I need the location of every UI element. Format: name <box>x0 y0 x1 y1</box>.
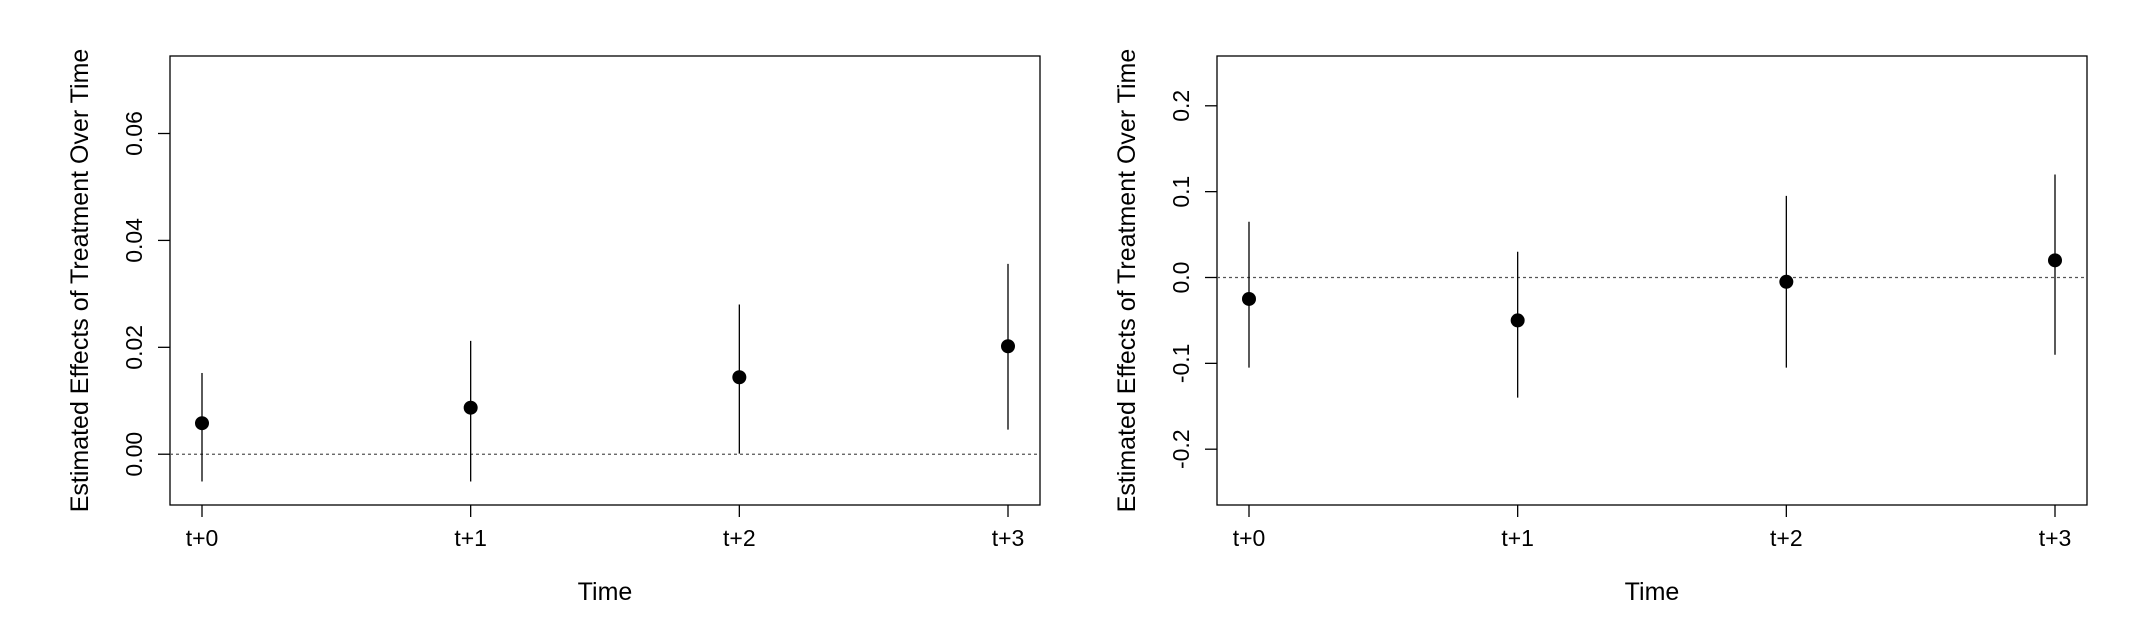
estimate-point <box>1779 274 1794 289</box>
x-axis-label: Time <box>578 578 633 606</box>
x-tick-label: t+2 <box>1770 525 1803 551</box>
y-tick-label: 0.02 <box>121 325 147 370</box>
y-tick-label: 0.2 <box>1168 90 1194 122</box>
estimate-point <box>2048 253 2062 268</box>
plot-frame <box>169 55 1041 506</box>
estimate-point <box>732 370 747 385</box>
y-tick-label: -0.1 <box>1168 344 1194 384</box>
estimate-point <box>195 416 209 431</box>
y-tick-label: 0.00 <box>121 432 147 477</box>
estimate-point <box>1242 291 1256 306</box>
x-tick-label: t+1 <box>454 525 487 551</box>
x-tick-label: t+3 <box>2039 525 2072 551</box>
y-axis-label: Estimated Effects of Treatment Over Time <box>66 49 94 513</box>
y-tick-label: 0.06 <box>121 111 147 156</box>
estimate-point <box>463 400 478 415</box>
x-tick-label: t+2 <box>723 525 756 551</box>
x-tick-label: t+3 <box>992 525 1025 551</box>
left-panel: 0.00 0.02 0.04 0.06 t+0 t+1 t+2 t+3 Time Estimate… <box>66 49 1041 606</box>
y-tick-label: -0.2 <box>1168 429 1194 469</box>
y-tick-label: 0.04 <box>121 218 147 263</box>
right-panel: -0.2 -0.1 0.0 0.1 0.2 t+0 t+1 t+2 t+3 Time Estimat… <box>1113 49 2088 606</box>
x-tick-label: t+0 <box>186 525 219 551</box>
x-tick-label: t+1 <box>1501 525 1534 551</box>
y-axis-label: Estimated Effects of Treatment Over Time <box>1113 49 1141 513</box>
y-tick-label: 0.1 <box>1168 176 1194 208</box>
x-axis-label: Time <box>1625 578 1680 606</box>
x-tick-label: t+0 <box>1233 525 1266 551</box>
estimate-point <box>1001 339 1015 354</box>
estimate-point <box>1510 313 1525 328</box>
plot-frame <box>1216 55 2088 506</box>
y-tick-label: 0.0 <box>1168 262 1194 294</box>
